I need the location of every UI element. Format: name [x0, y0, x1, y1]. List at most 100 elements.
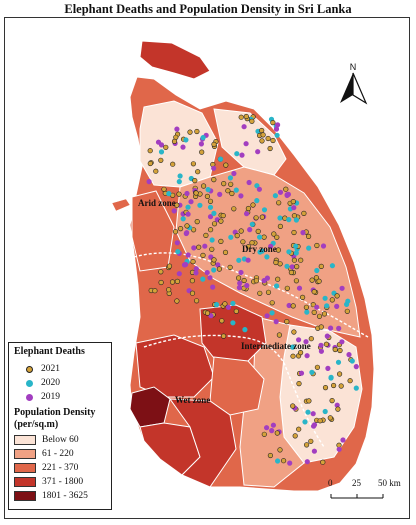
district-kurunegala — [199, 304, 267, 364]
death-point — [314, 304, 320, 310]
legend-swatch — [14, 435, 36, 445]
death-point — [193, 270, 199, 276]
death-point — [234, 233, 240, 239]
death-point — [276, 332, 283, 338]
death-point — [290, 403, 296, 409]
death-point — [185, 252, 191, 258]
death-point — [293, 217, 300, 223]
district-jaffna — [139, 40, 211, 80]
zone-label-wet: Wet zone — [175, 395, 211, 405]
death-point — [207, 204, 214, 210]
death-point — [331, 382, 337, 389]
death-point — [196, 244, 202, 250]
death-point — [281, 458, 287, 464]
death-point — [191, 227, 197, 233]
death-point — [163, 144, 169, 150]
death-point — [338, 383, 344, 389]
death-point — [228, 181, 234, 187]
death-point — [176, 271, 182, 277]
death-point — [264, 313, 270, 319]
death-point — [174, 278, 180, 285]
death-point — [304, 459, 310, 465]
death-point — [208, 313, 214, 319]
death-point — [347, 378, 353, 384]
death-point — [296, 285, 303, 291]
death-point — [209, 246, 215, 252]
death-point — [290, 353, 296, 359]
death-point — [174, 240, 180, 246]
death-point — [221, 181, 227, 187]
death-point — [314, 267, 320, 274]
death-point — [209, 237, 215, 243]
death-point — [158, 149, 165, 155]
death-point — [301, 210, 307, 216]
death-point — [245, 244, 251, 250]
death-point — [274, 283, 280, 289]
death-point — [211, 210, 217, 216]
death-point — [208, 227, 214, 233]
death-point — [228, 234, 234, 240]
death-point — [303, 339, 309, 345]
death-point — [329, 263, 336, 269]
death-point — [259, 138, 265, 144]
death-point — [174, 202, 180, 208]
death-point — [223, 162, 229, 168]
death-point — [339, 339, 345, 345]
death-point — [171, 138, 178, 144]
legend-dot-2020 — [26, 379, 33, 387]
death-point — [291, 205, 297, 211]
death-point — [202, 243, 208, 249]
death-point — [305, 409, 311, 415]
death-point — [275, 247, 282, 253]
death-point — [290, 199, 296, 205]
death-point — [287, 460, 293, 466]
death-point — [188, 199, 194, 205]
death-point — [166, 287, 172, 293]
death-point — [222, 301, 228, 307]
death-point — [200, 276, 206, 282]
death-point — [353, 385, 359, 391]
death-point — [225, 188, 231, 194]
death-point — [298, 257, 304, 263]
legend-label-2019: 2019 — [41, 392, 60, 402]
death-point — [291, 257, 298, 263]
death-point — [284, 319, 290, 325]
death-point — [249, 221, 255, 227]
death-point — [353, 364, 359, 370]
death-point — [318, 324, 324, 330]
death-point — [329, 398, 335, 404]
death-point — [255, 228, 261, 234]
death-point — [180, 144, 186, 150]
death-point — [146, 179, 152, 185]
death-point — [311, 289, 317, 295]
death-point — [166, 191, 172, 197]
death-point — [207, 275, 213, 281]
death-point — [259, 248, 265, 254]
death-point — [183, 261, 189, 268]
death-point — [303, 304, 310, 310]
north-label: N — [350, 62, 357, 72]
death-point — [306, 233, 312, 239]
death-point — [324, 333, 330, 339]
death-point — [259, 127, 265, 134]
legend-density-heading: Population Density — [14, 407, 96, 418]
death-point — [265, 289, 272, 295]
death-point — [241, 277, 247, 284]
death-point — [269, 428, 275, 434]
legend-label-2021: 2021 — [41, 364, 60, 374]
map-title: Elephant Deaths and Population Density i… — [64, 2, 352, 16]
death-point — [239, 152, 245, 158]
death-point — [230, 320, 236, 326]
death-point — [316, 313, 323, 319]
death-point — [302, 419, 308, 425]
death-point — [187, 129, 193, 135]
sri-lanka-map: N — [111, 40, 384, 499]
death-point — [259, 214, 265, 220]
death-point — [225, 304, 231, 310]
death-point — [318, 342, 324, 348]
death-point — [170, 161, 176, 167]
death-point — [335, 359, 342, 365]
death-point — [323, 341, 330, 347]
death-point — [192, 178, 198, 184]
death-point — [241, 124, 247, 130]
